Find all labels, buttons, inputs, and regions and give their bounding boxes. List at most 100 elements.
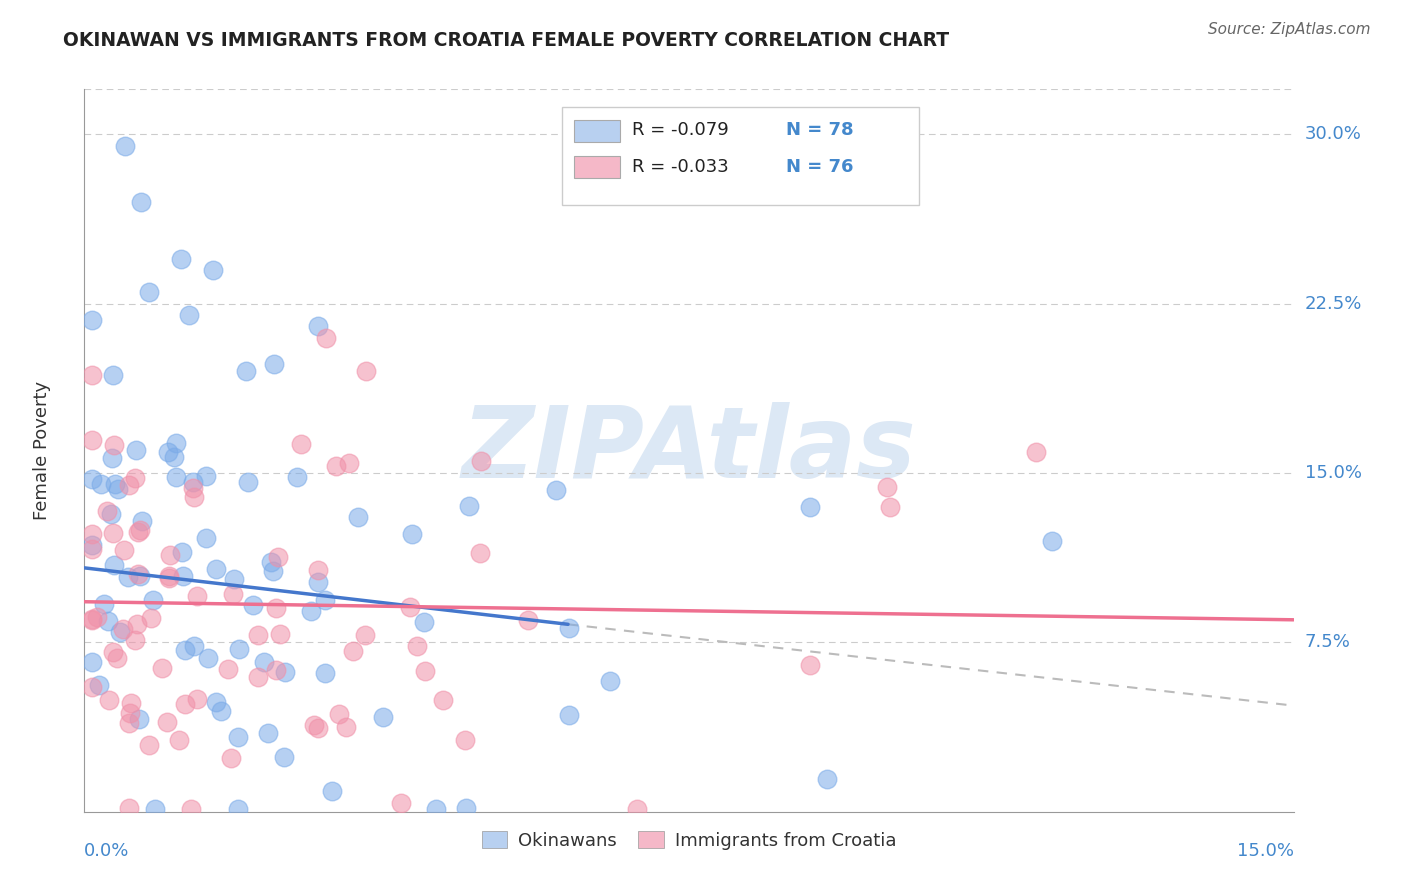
Point [263, 357, 285, 371]
Point [82, 541, 104, 556]
Point [328, 707, 350, 722]
Point [162, 450, 184, 464]
Text: R = -0.033: R = -0.033 [633, 158, 728, 176]
Point [101, 645, 124, 659]
Point [454, 732, 477, 747]
Point [413, 615, 436, 629]
Point [267, 550, 290, 565]
Point [337, 456, 360, 470]
Point [256, 726, 278, 740]
Point [82, 680, 104, 694]
Point [118, 478, 141, 492]
Point [186, 589, 208, 603]
Point [222, 572, 245, 586]
Point [82, 526, 104, 541]
Point [150, 661, 173, 675]
Point [302, 718, 325, 732]
Point [183, 490, 205, 504]
Point [456, 800, 478, 814]
Point [626, 802, 648, 816]
Point [226, 731, 249, 745]
Text: 7.5%: 7.5% [1305, 633, 1351, 651]
Point [120, 706, 142, 720]
Point [195, 469, 218, 483]
Point [315, 330, 337, 344]
Point [141, 611, 163, 625]
Point [97, 693, 120, 707]
Point [107, 482, 129, 496]
Point [124, 632, 146, 647]
Point [399, 599, 422, 614]
Legend: Okinawans, Immigrants from Croatia: Okinawans, Immigrants from Croatia [475, 824, 903, 857]
Point [86, 610, 108, 624]
FancyBboxPatch shape [562, 107, 918, 205]
Point [125, 617, 148, 632]
Point [269, 627, 291, 641]
Text: 22.5%: 22.5% [1305, 294, 1362, 313]
Point [876, 480, 898, 494]
Point [389, 796, 412, 810]
Point [82, 538, 104, 552]
Point [432, 693, 454, 707]
Point [82, 655, 104, 669]
Point [183, 640, 205, 654]
Point [90, 477, 112, 491]
Point [82, 472, 104, 486]
Point [468, 546, 491, 560]
Point [111, 622, 134, 636]
Point [125, 442, 148, 457]
Point [413, 664, 436, 678]
Point [186, 692, 208, 706]
Point [195, 531, 218, 545]
Point [138, 285, 160, 300]
Point [347, 510, 370, 524]
Point [264, 664, 287, 678]
Point [1025, 445, 1047, 459]
Point [138, 738, 160, 752]
Point [114, 138, 136, 153]
Point [157, 445, 180, 459]
Text: 0.0%: 0.0% [84, 842, 129, 860]
Point [458, 499, 481, 513]
Point [93, 597, 115, 611]
Point [105, 651, 128, 665]
Point [307, 721, 329, 735]
Point [235, 364, 257, 378]
Point [82, 313, 104, 327]
Point [180, 802, 202, 816]
Point [599, 674, 621, 689]
Point [558, 708, 581, 723]
Point [131, 514, 153, 528]
Point [118, 716, 141, 731]
Point [274, 665, 297, 680]
Point [110, 625, 132, 640]
Point [156, 714, 179, 729]
Point [112, 542, 135, 557]
Text: R = -0.079: R = -0.079 [633, 121, 728, 139]
Point [118, 801, 141, 815]
Point [181, 481, 204, 495]
Text: 15.0%: 15.0% [1305, 464, 1361, 482]
Point [204, 695, 226, 709]
Point [290, 436, 312, 450]
Point [179, 308, 201, 322]
Point [342, 644, 364, 658]
Point [127, 524, 149, 539]
Text: N = 76: N = 76 [786, 158, 853, 176]
Point [167, 733, 190, 747]
Point [181, 475, 204, 489]
Point [128, 712, 150, 726]
Point [325, 458, 347, 473]
Point [516, 613, 538, 627]
Point [157, 569, 180, 583]
FancyBboxPatch shape [574, 120, 620, 142]
Text: OKINAWAN VS IMMIGRANTS FROM CROATIA FEMALE POVERTY CORRELATION CHART: OKINAWAN VS IMMIGRANTS FROM CROATIA FEMA… [63, 31, 949, 50]
Point [266, 601, 288, 615]
Point [197, 650, 219, 665]
Point [262, 564, 284, 578]
Point [406, 640, 429, 654]
Point [226, 802, 249, 816]
Point [401, 526, 423, 541]
Point [173, 698, 195, 712]
Point [103, 438, 125, 452]
